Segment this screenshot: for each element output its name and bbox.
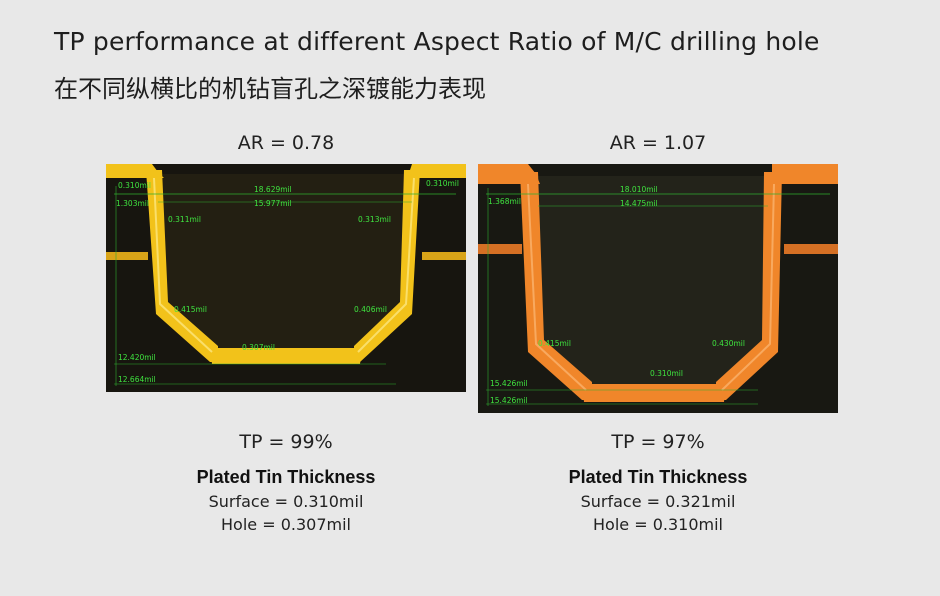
measure-surface-left: 0.310mil (118, 181, 151, 190)
page-title-chinese: 在不同纵横比的机钻盲孔之深镀能力表现 (54, 75, 486, 103)
measure-left-corner: 0.415mil (174, 305, 207, 314)
measure-top-width: 18.629mil (254, 185, 292, 194)
aspect-ratio-label: AR = 0.78 (237, 132, 335, 154)
measure-right-corner: 0.406mil (354, 305, 387, 314)
measure-inner-width: 15.977mil (254, 199, 292, 208)
measure-bottom: 0.310mil (650, 369, 683, 378)
plated-tin-heading: Plated Tin Thickness (568, 467, 748, 487)
throwing-power-value: TP = 99% (239, 431, 333, 453)
hole-thickness: Hole = 0.310mil (593, 515, 723, 534)
throwing-power-value: TP = 97% (611, 431, 705, 453)
measure-right-wall-top: 0.313mil (358, 215, 391, 224)
plated-tin-heading: Plated Tin Thickness (196, 467, 376, 487)
measure-bottom: 0.307mil (242, 343, 275, 352)
measure-depth-small: 1.303mil (116, 199, 149, 208)
measure-inner-width: 14.475mil (620, 199, 658, 208)
micrograph-svg: 0.310mil 0.310mil 18.629mil 15.977mil 1.… (106, 164, 466, 392)
aspect-ratio-label: AR = 1.07 (609, 132, 707, 154)
measure-right-corner: 0.430mil (712, 339, 745, 348)
measure-left-corner: 0.415mil (538, 339, 571, 348)
measure-depth-total: 12.664mil (118, 375, 156, 384)
measure-depth: 15.426mil (490, 379, 528, 388)
hole-thickness: Hole = 0.307mil (221, 515, 351, 534)
surface-thickness: Surface = 0.310mil (208, 492, 364, 511)
measure-depth-small: 1.368mil (488, 197, 521, 206)
page-title-english: TP performance at different Aspect Ratio… (54, 27, 820, 56)
cross-section-micrograph: 18.010mil 14.475mil 1.368mil 0.415mil 0.… (478, 164, 838, 413)
measure-left-wall-top: 0.311mil (168, 215, 201, 224)
surface-thickness: Surface = 0.321mil (580, 492, 736, 511)
micrograph-svg: 18.010mil 14.475mil 1.368mil 0.415mil 0.… (478, 164, 838, 413)
measure-surface-right: 0.310mil (426, 179, 459, 188)
cross-section-micrograph: 0.310mil 0.310mil 18.629mil 15.977mil 1.… (106, 164, 466, 392)
measure-depth: 12.420mil (118, 353, 156, 362)
measure-depth-total: 15.426mil (490, 396, 528, 405)
measure-top-width: 18.010mil (620, 185, 658, 194)
